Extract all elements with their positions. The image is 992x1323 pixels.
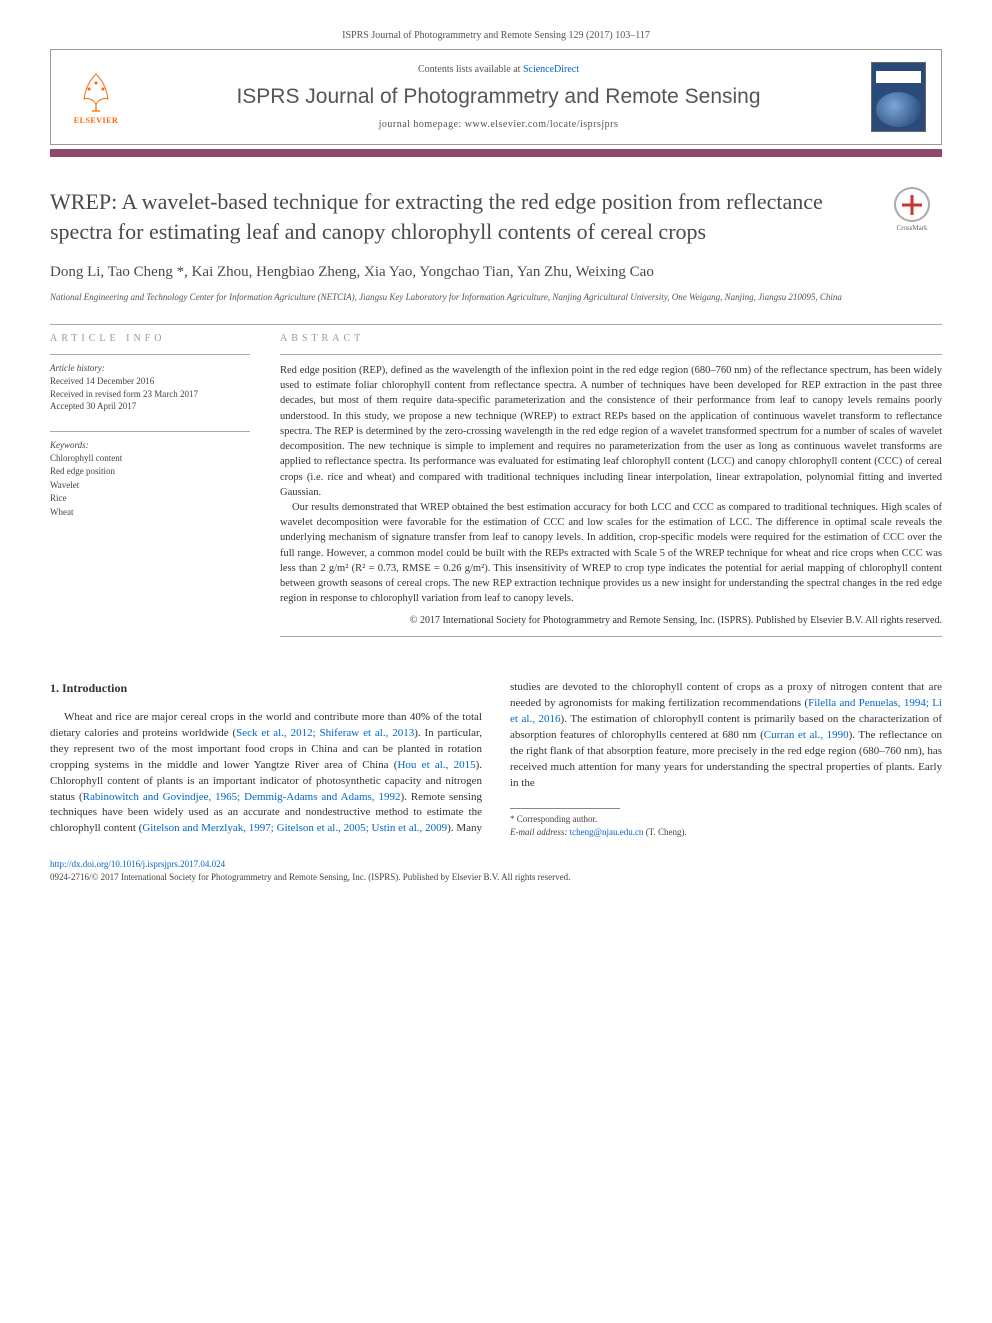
keyword: Chlorophyll content xyxy=(50,452,250,466)
keyword: Red edge position xyxy=(50,465,250,479)
divider xyxy=(50,354,250,355)
keyword: Wavelet xyxy=(50,479,250,493)
history-label: Article history: xyxy=(50,363,250,373)
abstract-body: Red edge position (REP), defined as the … xyxy=(280,363,942,607)
abstract-paragraph: Red edge position (REP), defined as the … xyxy=(280,363,942,500)
body-text: 1. Introduction Wheat and rice are major… xyxy=(50,680,942,838)
abstract-column: ABSTRACT Red edge position (REP), define… xyxy=(280,333,942,646)
keywords-label: Keywords: xyxy=(50,440,250,450)
journal-cover-thumbnail xyxy=(871,62,926,132)
journal-homepage: journal homepage: www.elsevier.com/locat… xyxy=(126,119,871,130)
received-date: Received 14 December 2016 xyxy=(50,375,250,388)
keyword: Rice xyxy=(50,492,250,506)
email-line: E-mail address: tcheng@njau.edu.cn (T. C… xyxy=(510,826,942,839)
sciencedirect-link[interactable]: ScienceDirect xyxy=(523,64,579,75)
abstract-paragraph: Our results demonstrated that WREP obtai… xyxy=(280,500,942,607)
elsevier-label: ELSEVIER xyxy=(74,116,118,125)
divider xyxy=(50,324,942,325)
footnote-divider xyxy=(510,808,620,809)
divider xyxy=(280,354,942,355)
article-title: WREP: A wavelet-based technique for extr… xyxy=(50,187,862,246)
contents-available: Contents lists available at ScienceDirec… xyxy=(126,64,871,75)
journal-header: ELSEVIER Contents lists available at Sci… xyxy=(50,49,942,145)
divider xyxy=(280,636,942,637)
contents-prefix: Contents lists available at xyxy=(418,64,523,75)
keywords-list: Chlorophyll content Red edge position Wa… xyxy=(50,452,250,520)
crossmark-label: CrossMark xyxy=(896,224,927,232)
crossmark-badge[interactable]: CrossMark xyxy=(882,187,942,232)
article-info-heading: ARTICLE INFO xyxy=(50,333,250,344)
divider xyxy=(50,431,250,432)
keywords-block: Keywords: Chlorophyll content Red edge p… xyxy=(50,440,250,520)
accent-bar xyxy=(50,149,942,157)
journal-name: ISPRS Journal of Photogrammetry and Remo… xyxy=(126,85,871,109)
homepage-url[interactable]: www.elsevier.com/locate/isprsjprs xyxy=(465,119,619,130)
page-footer: http://dx.doi.org/10.1016/j.isprsjprs.20… xyxy=(50,858,942,883)
homepage-prefix: journal homepage: xyxy=(379,119,465,130)
affiliation: National Engineering and Technology Cent… xyxy=(50,291,942,304)
email-label: E-mail address: xyxy=(510,827,570,837)
section-heading-introduction: 1. Introduction xyxy=(50,680,482,697)
email-author-name: (T. Cheng). xyxy=(643,827,686,837)
issn-copyright: 0924-2716/© 2017 International Society f… xyxy=(50,872,570,882)
abstract-heading: ABSTRACT xyxy=(280,333,942,344)
authors-list: Dong Li, Tao Cheng *, Kai Zhou, Hengbiao… xyxy=(50,264,942,281)
keyword: Wheat xyxy=(50,506,250,520)
elsevier-tree-icon xyxy=(76,69,116,114)
author-email-link[interactable]: tcheng@njau.edu.cn xyxy=(570,827,644,837)
elsevier-logo: ELSEVIER xyxy=(66,62,126,132)
abstract-copyright: © 2017 International Society for Photogr… xyxy=(280,614,942,628)
revised-date: Received in revised form 23 March 2017 xyxy=(50,388,250,401)
corresponding-label: * Corresponding author. xyxy=(510,813,942,826)
article-history: Article history: Received 14 December 20… xyxy=(50,363,250,413)
doi-link[interactable]: http://dx.doi.org/10.1016/j.isprsjprs.20… xyxy=(50,859,225,869)
crossmark-icon xyxy=(894,187,930,222)
citation-header: ISPRS Journal of Photogrammetry and Remo… xyxy=(50,30,942,41)
accepted-date: Accepted 30 April 2017 xyxy=(50,400,250,413)
article-info-column: ARTICLE INFO Article history: Received 1… xyxy=(50,333,250,646)
corresponding-author-footnote: * Corresponding author. E-mail address: … xyxy=(510,813,942,838)
